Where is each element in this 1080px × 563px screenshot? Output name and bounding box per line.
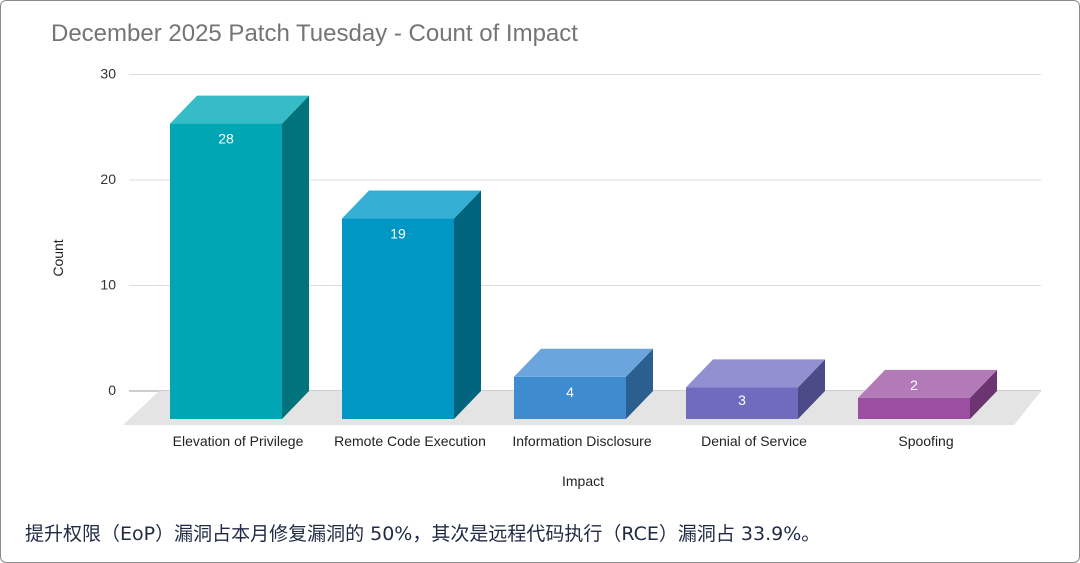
x-tick-label: Information Disclosure bbox=[512, 433, 651, 449]
bar: 3 bbox=[686, 359, 825, 419]
x-axis-label: Impact bbox=[562, 473, 604, 489]
data-label: 3 bbox=[738, 392, 746, 408]
bar: 19 bbox=[342, 190, 481, 419]
y-tick-label: 30 bbox=[100, 66, 116, 82]
bar: 2 bbox=[858, 369, 997, 419]
bar-front bbox=[170, 123, 282, 419]
bar: 4 bbox=[514, 348, 653, 419]
y-tick-label: 0 bbox=[108, 382, 116, 398]
data-label: 2 bbox=[910, 377, 918, 393]
x-tick-label: Spoofing bbox=[898, 433, 953, 449]
y-tick-labels: 0 10 20 30 bbox=[100, 66, 116, 399]
bar-front bbox=[514, 376, 626, 419]
data-label: 4 bbox=[566, 384, 574, 400]
y-axis-label: Count bbox=[50, 239, 66, 276]
bar-side bbox=[626, 348, 653, 419]
y-tick-label: 10 bbox=[100, 277, 116, 293]
chart-title: December 2025 Patch Tuesday - Count of I… bbox=[51, 20, 578, 47]
bar-top bbox=[514, 348, 653, 377]
bar-front bbox=[858, 397, 970, 419]
bar-side bbox=[798, 359, 825, 419]
bar-top bbox=[342, 190, 481, 219]
x-tick-label: Elevation of Privilege bbox=[173, 433, 304, 449]
caption-text: 提升权限（EoP）漏洞占本月修复漏洞的 50%，其次是远程代码执行（RCE）漏洞… bbox=[25, 523, 821, 545]
data-label: 19 bbox=[390, 226, 406, 242]
bar-side bbox=[282, 95, 309, 419]
bar-side bbox=[970, 369, 997, 419]
bar-top bbox=[170, 95, 309, 124]
data-label: 28 bbox=[218, 131, 234, 147]
bar-top bbox=[686, 359, 825, 388]
x-tick-labels: Elevation of Privilege Remote Code Execut… bbox=[173, 433, 954, 449]
bar-side bbox=[454, 190, 481, 419]
x-tick-label: Denial of Service bbox=[701, 433, 807, 449]
bar: 28 bbox=[170, 95, 309, 419]
bar-top bbox=[858, 369, 997, 398]
y-tick-label: 20 bbox=[100, 171, 116, 187]
x-tick-label: Remote Code Execution bbox=[334, 433, 486, 449]
bars: 28 19 4 3 2 bbox=[170, 95, 997, 419]
bar-front bbox=[342, 218, 454, 419]
bar-front bbox=[686, 387, 798, 419]
